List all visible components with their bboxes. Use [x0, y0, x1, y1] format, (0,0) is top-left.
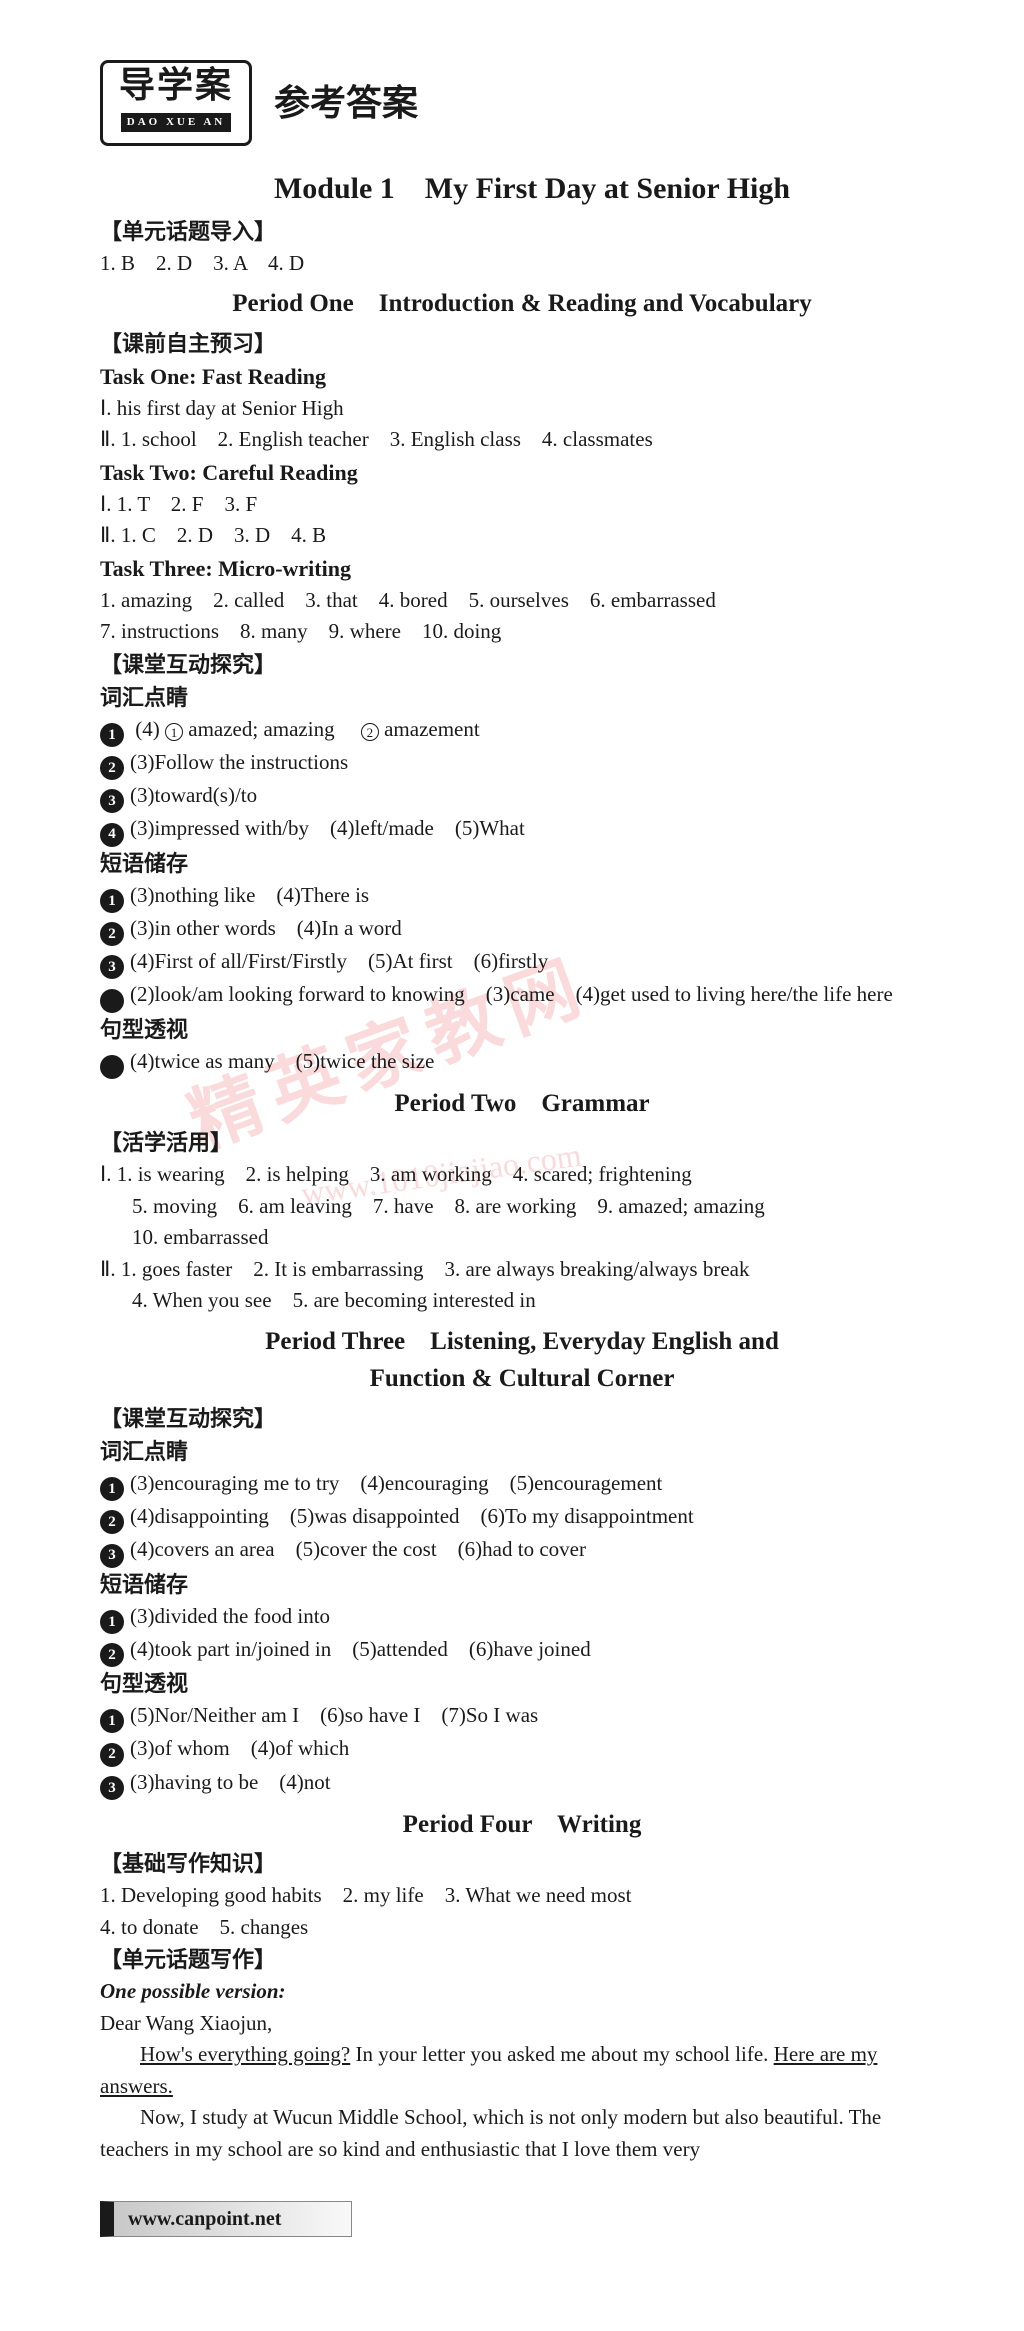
- sent3-item3: 3(3)having to be (4)not: [100, 1767, 944, 1800]
- footer-url: www.canpoint.net: [100, 2201, 352, 2237]
- vocab1-item3: 3(3)toward(s)/to: [100, 780, 944, 813]
- unit-intro-answers: 1. B 2. D 3. A 4. D: [100, 248, 944, 280]
- sent3-item1: 1(5)Nor/Neither am I (6)so have I (7)So …: [100, 1700, 944, 1733]
- sent1-item1: (4)twice as many (5)twice the size: [100, 1046, 944, 1079]
- circle-4-icon: 4: [100, 989, 124, 1013]
- circle-2-icon: 2: [100, 1743, 124, 1767]
- letter-p2: Now, I study at Wucun Middle School, whi…: [100, 2102, 944, 2165]
- reference-answer-title: 参考答案: [274, 76, 418, 130]
- phrase1-item4: 4(2)look/am looking forward to knowing (…: [100, 979, 944, 1012]
- sentence-heading-2: 句型透视: [100, 1667, 944, 1700]
- module-title: Module 1 My First Day at Senior High: [120, 166, 944, 211]
- phrase1-item3: 3(4)First of all/First/Firstly (5)At fir…: [100, 946, 944, 979]
- phrase-heading-2: 短语储存: [100, 1568, 944, 1601]
- small-circle-1-icon: 1: [165, 723, 183, 741]
- circle-1-icon: 1: [100, 889, 124, 913]
- letter-p1: How's everything going? In your letter y…: [100, 2039, 944, 2102]
- circle-3-icon: 3: [100, 955, 124, 979]
- circle-2-icon: 2: [100, 1510, 124, 1534]
- pre-class-heading: 【课前自主预习】: [100, 327, 944, 360]
- circle-4-icon: 4: [100, 823, 124, 847]
- period-three-title-1: Period Three Listening, Everyday English…: [100, 1323, 944, 1361]
- task-two-title: Task Two: Careful Reading: [100, 456, 944, 489]
- unit-topic-writing-heading: 【单元话题写作】: [100, 1943, 944, 1976]
- period-one-title: Period One Introduction & Reading and Vo…: [100, 285, 944, 323]
- active-use-heading: 【活学活用】: [100, 1126, 944, 1159]
- unit-intro-heading: 【单元话题导入】: [100, 215, 944, 248]
- vocab3-item1: 1(3)encouraging me to try (4)encouraging…: [100, 1468, 944, 1501]
- letter-greeting: Dear Wang Xiaojun,: [100, 2008, 944, 2040]
- p2-s1-l1: Ⅰ. 1. is wearing 2. is helping 3. am wor…: [100, 1159, 944, 1191]
- phrase1-item2: 2(3)in other words (4)In a word: [100, 913, 944, 946]
- vocab1-item4: 4(3)impressed with/by (4)left/made (5)Wh…: [100, 813, 944, 846]
- p2-s2-l1: Ⅱ. 1. goes faster 2. It is embarrassing …: [100, 1254, 944, 1286]
- p4-basic-l2: 4. to donate 5. changes: [100, 1912, 944, 1944]
- circle-dot-icon: [100, 1055, 124, 1079]
- p4-basic-l1: 1. Developing good habits 2. my life 3. …: [100, 1880, 944, 1912]
- circle-2-icon: 2: [100, 922, 124, 946]
- vocab3-item3: 3(4)covers an area (5)cover the cost (6)…: [100, 1534, 944, 1567]
- logo-pinyin: DAO XUE AN: [121, 113, 231, 132]
- task-one-title: Task One: Fast Reading: [100, 360, 944, 393]
- class-explore-heading-2: 【课堂互动探究】: [100, 1402, 944, 1435]
- vocab3-item2: 2(4)disappointing (5)was disappointed (6…: [100, 1501, 944, 1534]
- header-logo-row: 导学案 DAO XUE AN 参考答案: [100, 60, 944, 146]
- basic-writing-heading: 【基础写作知识】: [100, 1847, 944, 1880]
- circle-3-icon: 3: [100, 1776, 124, 1800]
- sent3-item2: 2(3)of whom (4)of which: [100, 1733, 944, 1766]
- p2-s1-l2: 5. moving 6. am leaving 7. have 8. are w…: [132, 1191, 944, 1223]
- sentence-heading-1: 句型透视: [100, 1013, 944, 1046]
- logo-box: 导学案 DAO XUE AN: [100, 60, 252, 146]
- circle-1-icon: 1: [100, 723, 124, 747]
- phrase-heading-1: 短语储存: [100, 847, 944, 880]
- task3-line2: 7. instructions 8. many 9. where 10. doi…: [100, 616, 944, 648]
- circle-1-icon: 1: [100, 1477, 124, 1501]
- logo-main-text: 导学案: [119, 67, 233, 103]
- task-three-title: Task Three: Micro-writing: [100, 552, 944, 585]
- phrase1-item1: 1(3)nothing like (4)There is: [100, 880, 944, 913]
- p2-s2-l2: 4. When you see 5. are becoming interest…: [132, 1285, 944, 1317]
- circle-2-icon: 2: [100, 1643, 124, 1667]
- task1-line2: Ⅱ. 1. school 2. English teacher 3. Engli…: [100, 424, 944, 456]
- circle-1-icon: 1: [100, 1709, 124, 1733]
- vocab1-item1: 1 (4) 1 amazed; amazing 2 amazement: [100, 714, 944, 747]
- p2-s1-l3: 10. embarrassed: [132, 1222, 944, 1254]
- task1-line1: Ⅰ. his first day at Senior High: [100, 393, 944, 425]
- one-possible-version: One possible version:: [100, 1976, 944, 2008]
- vocab-heading-1: 词汇点睛: [100, 681, 944, 714]
- letter-p1-underline-1: How's everything going?: [140, 2042, 350, 2066]
- circle-3-icon: 3: [100, 789, 124, 813]
- period-two-title: Period Two Grammar: [100, 1085, 944, 1123]
- circle-2-icon: 2: [100, 756, 124, 780]
- task2-line2: Ⅱ. 1. C 2. D 3. D 4. B: [100, 520, 944, 552]
- circle-1-icon: 1: [100, 1610, 124, 1634]
- period-three-title-2: Function & Cultural Corner: [100, 1360, 944, 1398]
- circle-3-icon: 3: [100, 1544, 124, 1568]
- task2-line1: Ⅰ. 1. T 2. F 3. F: [100, 489, 944, 521]
- small-circle-2-icon: 2: [361, 723, 379, 741]
- vocab-heading-2: 词汇点睛: [100, 1435, 944, 1468]
- vocab1-item2: 2(3)Follow the instructions: [100, 747, 944, 780]
- class-explore-heading-1: 【课堂互动探究】: [100, 648, 944, 681]
- phrase3-item2: 2(4)took part in/joined in (5)attended (…: [100, 1634, 944, 1667]
- task3-line1: 1. amazing 2. called 3. that 4. bored 5.…: [100, 585, 944, 617]
- phrase3-item1: 1(3)divided the food into: [100, 1601, 944, 1634]
- period-four-title: Period Four Writing: [100, 1806, 944, 1844]
